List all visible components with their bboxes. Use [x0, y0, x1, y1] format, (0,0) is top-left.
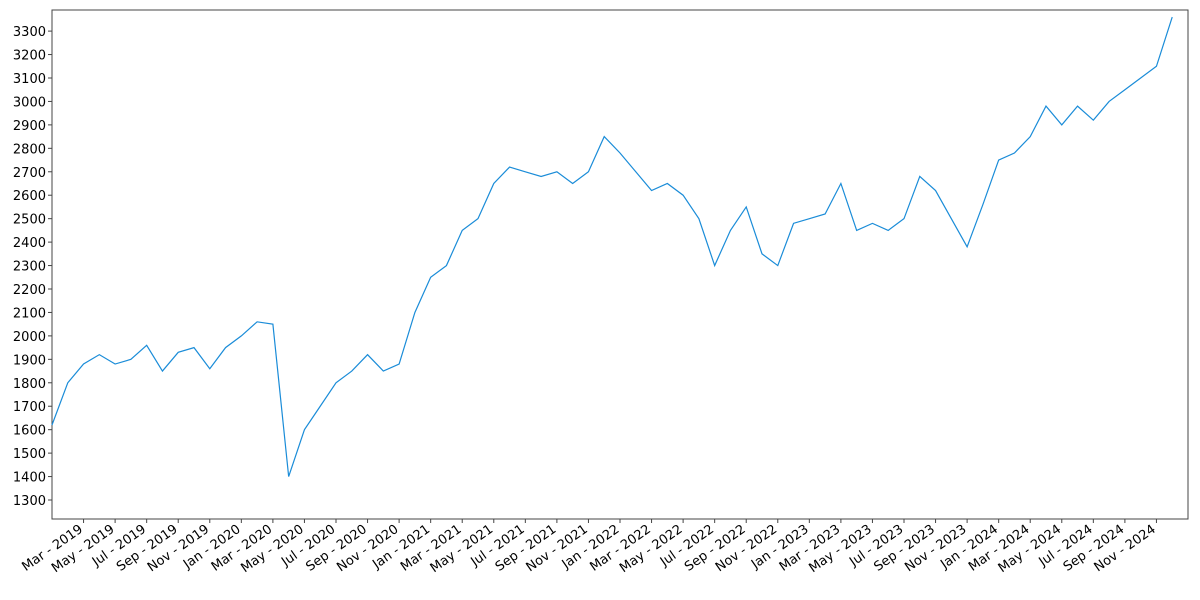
y-tick-label: 3100	[13, 72, 46, 87]
y-tick-label: 1700	[13, 400, 46, 415]
y-tick-label: 2400	[13, 236, 46, 251]
y-tick-label: 3000	[13, 95, 46, 110]
y-tick-label: 2500	[13, 213, 46, 228]
y-tick-label: 2800	[13, 142, 46, 157]
y-tick-label: 1500	[13, 447, 46, 462]
y-tick-label: 2700	[13, 166, 46, 181]
y-tick-label: 2000	[13, 330, 46, 345]
y-tick-label: 1800	[13, 377, 46, 392]
y-tick-label: 2100	[13, 306, 46, 321]
y-tick-label: 1900	[13, 353, 46, 368]
y-tick-label: 1400	[13, 471, 46, 486]
y-tick-label: 1600	[13, 424, 46, 439]
y-tick-label: 1300	[13, 494, 46, 509]
y-tick-label: 2200	[13, 283, 46, 298]
y-tick-label: 3300	[13, 25, 46, 40]
y-tick-label: 2600	[13, 189, 46, 204]
data-line	[51, 16, 1173, 477]
y-tick-label: 2300	[13, 260, 46, 275]
y-tick-label: 2900	[13, 119, 46, 134]
y-tick-label: 3200	[13, 49, 46, 64]
plot-frame	[51, 9, 1189, 520]
